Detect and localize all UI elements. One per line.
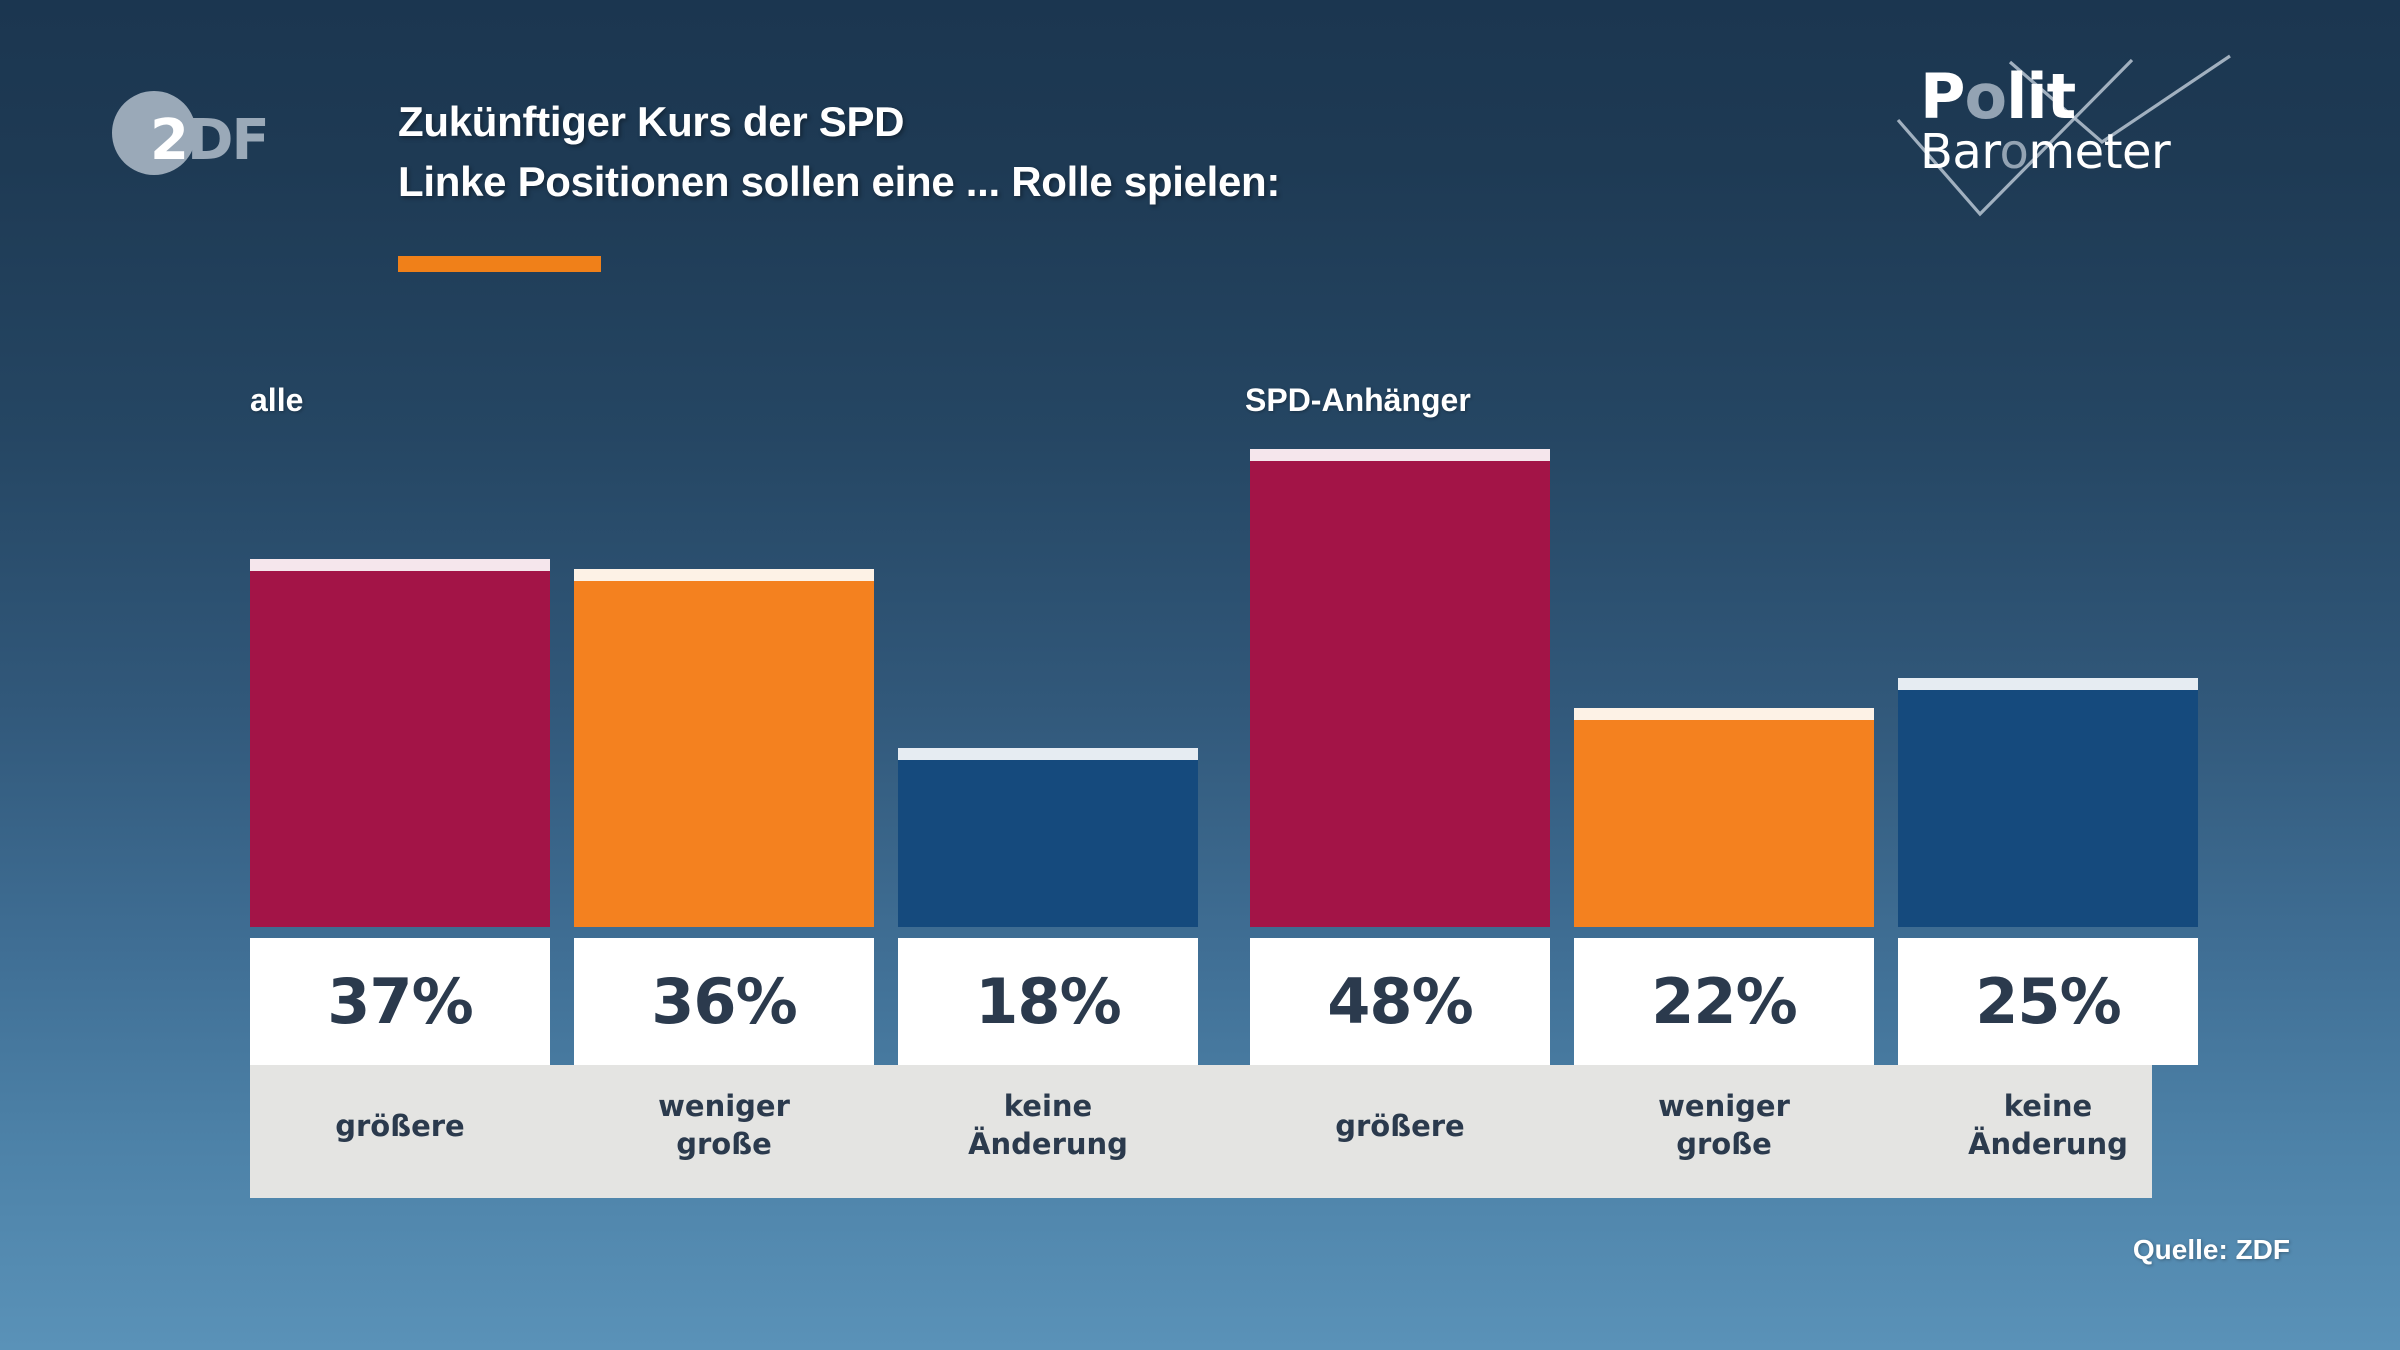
bar-value-panel: 22% bbox=[1574, 938, 1874, 1065]
category-label: weniger große bbox=[658, 1089, 790, 1161]
category-label: keine Änderung bbox=[968, 1089, 1128, 1161]
bar-cap bbox=[1574, 708, 1874, 720]
group-label-spd-anhaenger: SPD-Anhänger bbox=[1245, 382, 1471, 418]
bar-body bbox=[1574, 720, 1874, 927]
barometer-meter: meter bbox=[2028, 124, 2171, 180]
category-label: weniger große bbox=[1658, 1089, 1790, 1161]
bar-body bbox=[898, 760, 1198, 927]
bar bbox=[1574, 708, 1874, 927]
polit-o: o bbox=[1964, 60, 2007, 133]
polit-barometer-wordmark: Polit Barometer bbox=[1920, 66, 2171, 180]
bar-body bbox=[1250, 461, 1550, 927]
polit-p: P bbox=[1920, 60, 1965, 133]
polit-barometer-zigzag-icon bbox=[1896, 54, 2231, 217]
bar bbox=[574, 569, 874, 927]
bar-value-panel: 25% bbox=[1898, 938, 2198, 1065]
bar-value-label: 18% bbox=[975, 965, 1121, 1038]
bar-body bbox=[250, 571, 550, 927]
zdf-disc-icon bbox=[112, 91, 196, 175]
title-accent-bar bbox=[398, 256, 601, 272]
polit-lit: lit bbox=[2006, 60, 2076, 133]
bar-value-label: 48% bbox=[1327, 965, 1473, 1038]
bar-value-label: 22% bbox=[1651, 965, 1797, 1038]
bar-value-label: 37% bbox=[327, 965, 473, 1038]
bar-cap bbox=[898, 748, 1198, 760]
barometer-o: o bbox=[1999, 124, 2029, 180]
bar-body bbox=[574, 581, 874, 927]
polit-barometer-logo: Polit Barometer bbox=[1880, 42, 2280, 227]
zdf-wordmark: 2DF bbox=[150, 108, 270, 173]
bar-value-label: 36% bbox=[651, 965, 797, 1038]
barometer-bar: Bar bbox=[1920, 124, 2000, 180]
bar-value-panel: 36% bbox=[574, 938, 874, 1065]
barometer-word: Barometer bbox=[1920, 124, 2171, 180]
bar bbox=[1898, 678, 2198, 927]
bar-cap bbox=[250, 559, 550, 571]
bar-value-panel: 37% bbox=[250, 938, 550, 1065]
bar-cap bbox=[1898, 678, 2198, 690]
page-title: Zukünftiger Kurs der SPD Linke Positione… bbox=[398, 92, 1280, 212]
group-label-alle: alle bbox=[250, 382, 304, 418]
bar bbox=[898, 748, 1198, 927]
title-line-2: Linke Positionen sollen eine ... Rolle s… bbox=[398, 158, 1281, 205]
bar bbox=[250, 559, 550, 927]
zdf-wordmark-white: 2 bbox=[150, 108, 189, 173]
source-note: Quelle: ZDF bbox=[2132, 1234, 2290, 1265]
category-label: größere bbox=[1335, 1109, 1465, 1143]
bar-value-label: 25% bbox=[1975, 965, 2121, 1038]
category-label: keine Änderung bbox=[1968, 1089, 2128, 1161]
title-line-1: Zukünftiger Kurs der SPD bbox=[398, 98, 905, 145]
zdf-wordmark-gray: DF bbox=[186, 108, 270, 173]
category-label: größere bbox=[335, 1109, 465, 1143]
category-label-strip: größere weniger große keine Änderung größere w… bbox=[250, 1065, 2152, 1198]
bar-value-panel: 18% bbox=[898, 938, 1198, 1065]
bar-value-panel: 48% bbox=[1250, 938, 1550, 1065]
bar-cap bbox=[574, 569, 874, 581]
bar bbox=[1250, 449, 1550, 927]
bar-cap bbox=[1250, 449, 1550, 461]
zdf-logo: 2DF bbox=[112, 88, 292, 178]
polit-word: Polit bbox=[1920, 66, 2170, 128]
bar-body bbox=[1898, 690, 2198, 927]
